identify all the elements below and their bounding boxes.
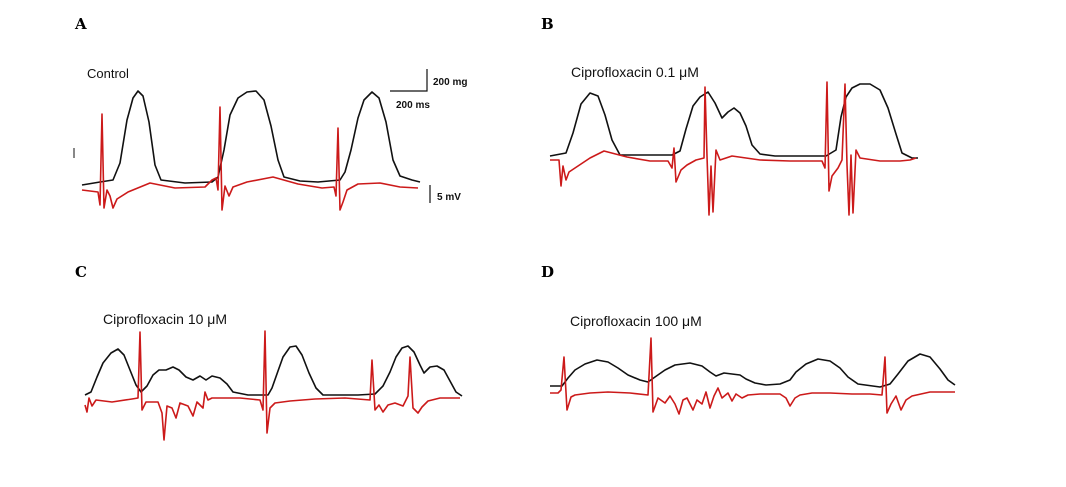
panel-b-contraction-trace: [549, 83, 918, 159]
panel-d-electrical-trace: [550, 337, 955, 415]
force-scale-label: 200 mg: [433, 77, 468, 88]
panel-label-b: B: [541, 15, 554, 33]
force-time-scale-bar: [390, 69, 428, 92]
condition-label-b: Ciprofloxacin 0.1 μM: [571, 64, 699, 80]
panel-a-electrical-trace: [81, 106, 419, 211]
panel-label-a: A: [75, 15, 87, 33]
panel-d-contraction-trace: [550, 353, 956, 388]
panel-a-contraction-trace: [81, 90, 421, 186]
condition-label-c: Ciprofloxacin 10 μM: [103, 311, 228, 327]
panel-label-c: C: [75, 263, 87, 281]
time-scale-label: 200 ms: [396, 100, 430, 111]
panel-b-electrical-trace: [550, 81, 917, 216]
voltage-scale-label: 5 mV: [437, 192, 461, 203]
condition-label-a: Control: [87, 66, 129, 81]
condition-label-d: Ciprofloxacin 100 μM: [570, 313, 702, 329]
panel-label-d: D: [541, 263, 555, 281]
panel-c-electrical-trace: [84, 330, 460, 441]
